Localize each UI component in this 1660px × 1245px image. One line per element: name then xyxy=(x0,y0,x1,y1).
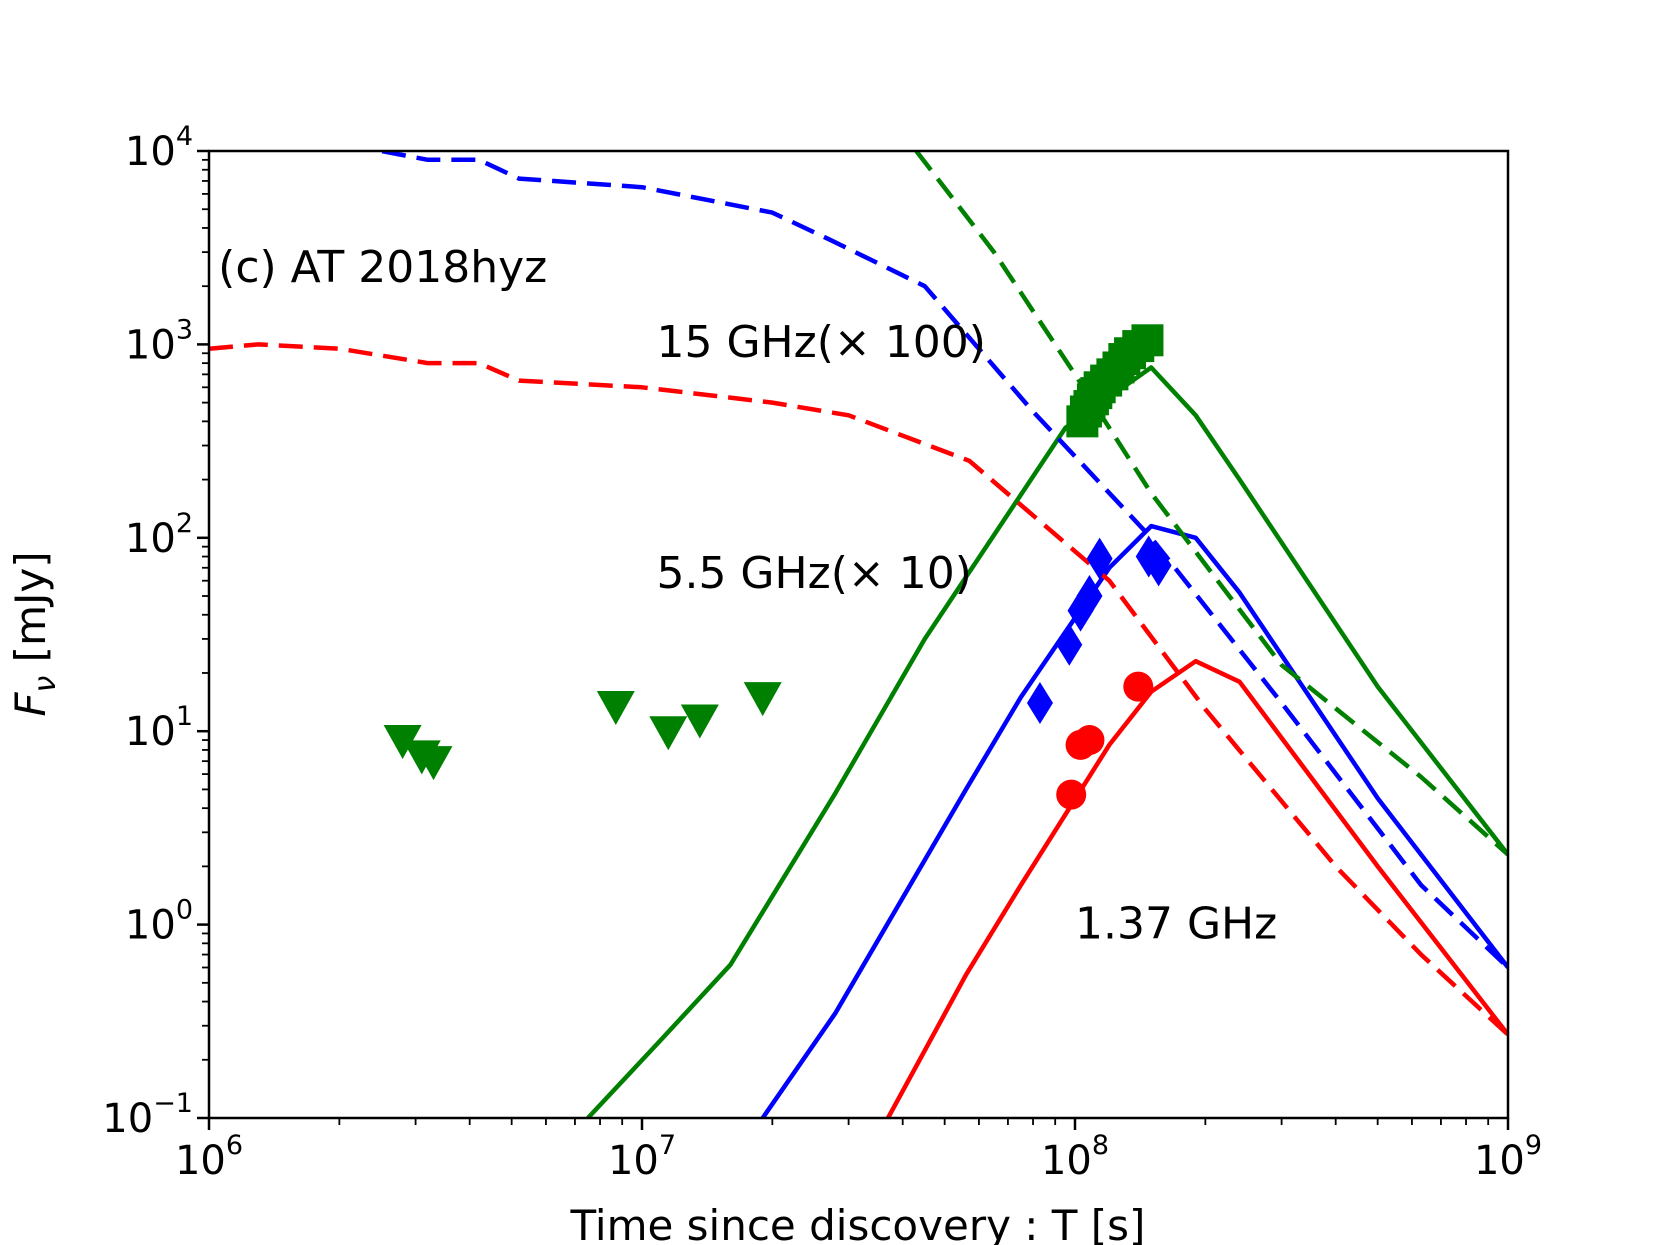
tick-layer: 106 107 108 109 10−1 100 101 102 103 104 xyxy=(102,121,1542,1184)
x-tick-label-1: 107 xyxy=(608,1130,676,1184)
plot-frame xyxy=(207,149,1510,1120)
x-tick-label-0: 106 xyxy=(175,1130,243,1184)
series-line-dashed-3 xyxy=(914,151,1508,857)
series-line-dashed-5 xyxy=(209,342,1508,1037)
y-tick-label-4: 103 xyxy=(125,314,193,368)
y-tick-label-1: 100 xyxy=(125,895,193,949)
series-line-solid-0 xyxy=(586,365,1508,1118)
data-point-circle-2-2 xyxy=(1074,725,1105,756)
data-point-diamond-1-1 xyxy=(1056,623,1083,666)
y-axis-label: Fν [mJy] xyxy=(6,551,63,716)
y-tick-label-2: 101 xyxy=(125,701,193,755)
x-tick-label-3: 109 xyxy=(1474,1130,1542,1184)
y-axis-label-subscript: ν xyxy=(28,675,63,692)
data-point-diamond-1-3 xyxy=(1076,575,1103,618)
y-tick-label-5: 104 xyxy=(125,121,193,175)
data-point-diamond-1-6 xyxy=(1145,544,1172,587)
data-point-triangle-down-3-4 xyxy=(649,716,688,751)
data-point-diamond-1-0 xyxy=(1026,681,1053,724)
data-point-triangle-down-3-5 xyxy=(680,704,719,739)
annotation-3: 1.37 GHz xyxy=(1075,898,1277,949)
data-point-square-0-12 xyxy=(1131,324,1164,357)
y-tick-label-3: 102 xyxy=(125,508,193,562)
series-line-solid-1 xyxy=(760,523,1508,1118)
x-axis-label: Time since discovery : T [s] xyxy=(570,1201,1146,1245)
y-axis-label-unit: [mJy] xyxy=(6,551,55,675)
data-point-circle-2-0 xyxy=(1056,779,1087,810)
marker-layer xyxy=(383,324,1172,810)
data-point-diamond-1-4 xyxy=(1086,537,1113,580)
annotation-layer: (c) AT 2018hyz 15 GHz(× 100) 5.5 GHz(× 10)… xyxy=(218,242,1277,949)
data-point-triangle-down-3-2 xyxy=(414,746,453,781)
series-line-dashed-4 xyxy=(365,151,1508,970)
y-tick-label-0: 10−1 xyxy=(102,1088,193,1142)
data-point-triangle-down-3-3 xyxy=(596,690,635,725)
annotation-2: 5.5 GHz(× 10) xyxy=(656,548,971,599)
data-point-triangle-down-3-6 xyxy=(743,682,782,717)
annotation-1: 15 GHz(× 100) xyxy=(656,317,985,368)
annotation-0: (c) AT 2018hyz xyxy=(218,242,547,293)
data-point-triangle-down-3-0 xyxy=(383,725,422,760)
y-axis-label-symbol: F xyxy=(6,692,55,717)
x-tick-label-2: 108 xyxy=(1041,1130,1109,1184)
data-point-circle-2-3 xyxy=(1123,671,1154,702)
